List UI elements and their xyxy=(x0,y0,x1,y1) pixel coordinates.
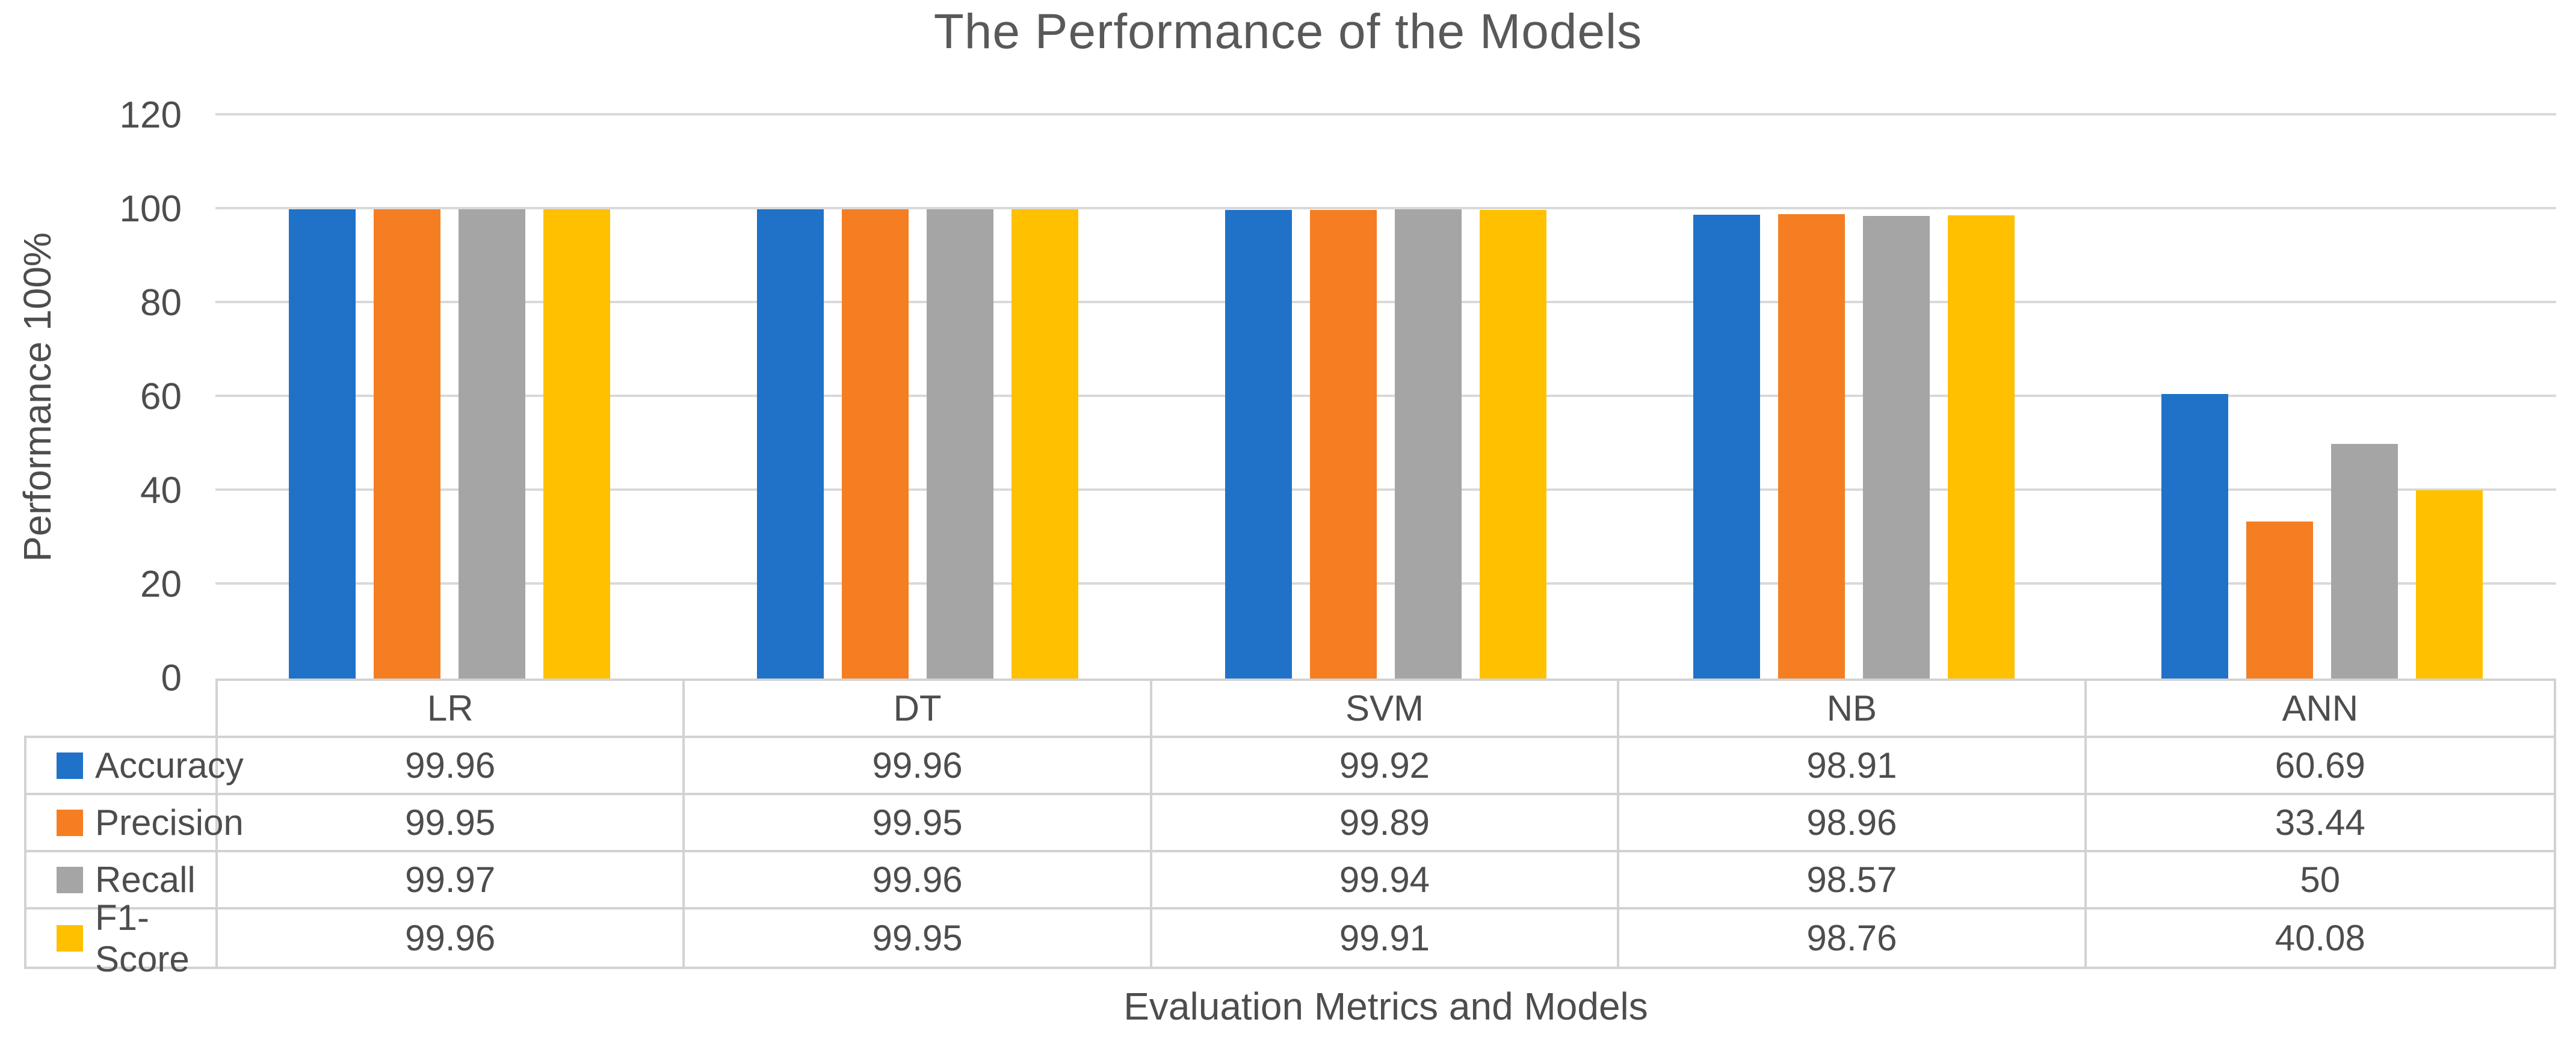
bar-recall-ann xyxy=(2331,444,2398,679)
legend-item-precision: Precision xyxy=(26,795,244,852)
table-header-dt: DT xyxy=(685,681,1152,736)
legend-label-accuracy: Accuracy xyxy=(95,745,244,786)
gridline-80 xyxy=(215,301,2556,304)
legend-swatch-recall xyxy=(57,866,83,893)
y-tick-label-20: 20 xyxy=(140,564,182,605)
cell-accuracy-dt: 99.96 xyxy=(685,738,1152,793)
cell-accuracy-svm: 99.92 xyxy=(1152,738,1620,793)
gridline-120 xyxy=(215,113,2556,115)
legend-swatch-f1-score xyxy=(57,925,83,952)
legend-swatch-accuracy xyxy=(57,752,83,779)
bar-precision-lr xyxy=(374,209,440,679)
legend-label-f1-score: F1-Score xyxy=(95,897,190,979)
table-row-recall: 99.97 99.96 99.94 98.57 50 xyxy=(218,852,2554,909)
legend-swatch-precision xyxy=(57,809,83,836)
gridline-100 xyxy=(215,207,2556,209)
table-body: 99.96 99.96 99.92 98.91 60.69 99.95 99.95 99.89… xyxy=(218,738,2554,967)
cell-recall-ann: 50 xyxy=(2300,860,2341,900)
cell-precision-ann: 33.44 xyxy=(2275,802,2365,843)
bar-accuracy-ann xyxy=(2161,393,2228,679)
bar-group-lr xyxy=(215,115,684,679)
bar-recall-dt xyxy=(927,209,993,679)
bar-accuracy-svm xyxy=(1225,209,1292,679)
bar-groups xyxy=(215,115,2556,679)
bar-f1-score-svm xyxy=(1480,209,1546,679)
cell-recall-svm: 99.94 xyxy=(1152,852,1620,907)
legend-label-recall: Recall xyxy=(95,860,196,900)
y-tick-label-40: 40 xyxy=(140,470,182,511)
cell-precision-dt: 99.95 xyxy=(685,795,1152,850)
cell-f1-score-lr: 99.96 xyxy=(218,909,685,967)
legend-item-recall: Recall xyxy=(26,852,215,909)
table-header-nb: NB xyxy=(1619,681,2087,736)
gridline-60 xyxy=(215,395,2556,397)
cell-recall-dt: 99.96 xyxy=(685,852,1152,907)
y-axis-ticks: 0 20 40 60 80 100 120 xyxy=(0,94,182,699)
y-tick-label-0: 0 xyxy=(161,657,182,699)
cell-accuracy-nb: 98.91 xyxy=(1619,738,2087,793)
cell-precision-nb: 98.96 xyxy=(1619,795,2087,850)
bar-accuracy-nb xyxy=(1693,214,1760,679)
bar-group-svm xyxy=(1152,115,1620,679)
legend-item-f1-score: F1-Score xyxy=(26,897,215,979)
cell-accuracy-lr: 99.96 xyxy=(218,738,685,793)
bar-precision-svm xyxy=(1310,209,1377,679)
table-row-precision: 99.95 99.95 99.89 98.96 33.44 xyxy=(218,795,2554,852)
legend-label-precision: Precision xyxy=(95,802,244,843)
cell-recall-nb: 98.57 xyxy=(1619,852,2087,907)
legend-column: Accuracy Precision Recall F1-Score xyxy=(24,736,244,979)
bar-accuracy-dt xyxy=(757,209,824,679)
cell-f1-score-svm: 99.91 xyxy=(1152,909,1620,967)
x-axis-title: Evaluation Metrics and Models xyxy=(1123,985,1648,1028)
bar-precision-nb xyxy=(1778,214,1845,679)
table-header-svm: SVM xyxy=(1152,681,1620,736)
cell-recall-lr: 99.97 xyxy=(218,852,685,907)
plot-area xyxy=(215,113,2556,679)
cell-f1-score-dt: 99.95 xyxy=(685,909,1152,967)
bar-precision-ann xyxy=(2246,522,2313,679)
gridline-20 xyxy=(215,582,2556,585)
cell-f1-score-ann: 40.08 xyxy=(2275,918,2365,958)
cell-accuracy-ann: 60.69 xyxy=(2275,745,2365,786)
cell-f1-score-nb: 98.76 xyxy=(1619,909,2087,967)
bar-group-ann xyxy=(2088,115,2556,679)
y-tick-label-60: 60 xyxy=(140,376,182,417)
gridline-40 xyxy=(215,488,2556,491)
table-header-lr: LR xyxy=(218,681,685,736)
bar-f1-score-dt xyxy=(1012,209,1078,679)
y-tick-label-120: 120 xyxy=(119,94,182,136)
bar-group-dt xyxy=(684,115,1152,679)
bar-recall-svm xyxy=(1395,209,1462,679)
bar-accuracy-lr xyxy=(289,209,356,679)
bar-precision-dt xyxy=(842,209,909,679)
bar-f1-score-ann xyxy=(2416,490,2483,679)
bar-recall-nb xyxy=(1863,216,1930,679)
y-tick-label-100: 100 xyxy=(119,188,182,230)
bar-f1-score-nb xyxy=(1948,215,2015,679)
bar-group-nb xyxy=(1620,115,2088,679)
table-row-f1-score: 99.96 99.95 99.91 98.76 40.08 xyxy=(218,909,2554,967)
table-header-ann: ANN xyxy=(2282,688,2359,728)
cell-precision-svm: 99.89 xyxy=(1152,795,1620,850)
y-tick-label-80: 80 xyxy=(140,282,182,324)
data-table: LR DT SVM NB ANN 99.96 99.96 99.92 98.91 60.69 99… xyxy=(215,679,2556,969)
bar-recall-lr xyxy=(459,209,525,679)
cell-precision-lr: 99.95 xyxy=(218,795,685,850)
chart-title: The Performance of the Models xyxy=(933,4,1643,59)
table-row-accuracy: 99.96 99.96 99.92 98.91 60.69 xyxy=(218,738,2554,795)
bar-f1-score-lr xyxy=(543,209,610,679)
legend-item-accuracy: Accuracy xyxy=(26,738,244,795)
table-header-row: LR DT SVM NB ANN xyxy=(218,681,2554,738)
